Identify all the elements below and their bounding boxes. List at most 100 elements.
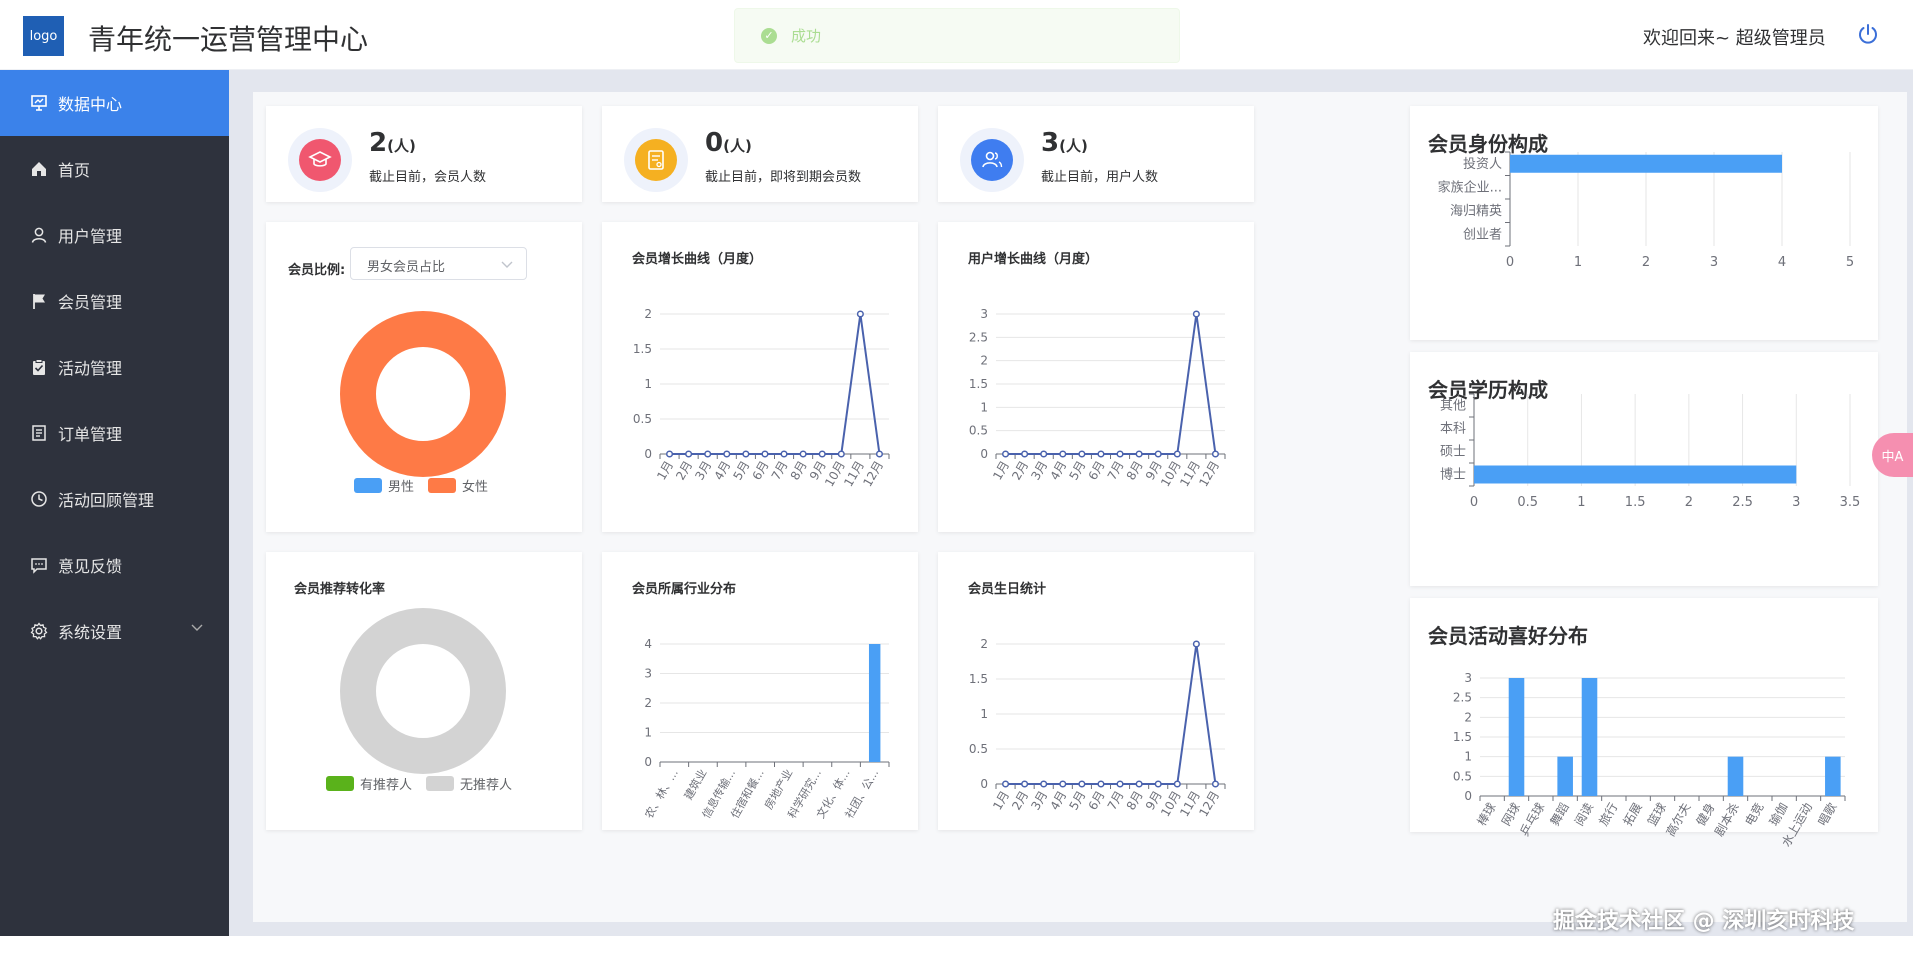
x-tick-label: 5月 (731, 459, 753, 483)
sidebar-item-users[interactable]: 用户管理 (0, 202, 229, 268)
translate-button[interactable]: 中A (1872, 433, 1913, 477)
x-tick-label: 8月 (788, 459, 810, 483)
stat-description: 截止目前，即将到期会员数 (705, 170, 862, 185)
x-tick-label: 1 (1577, 495, 1585, 510)
x-tick-label: 3月 (692, 459, 714, 483)
card-title: 会员生日统计 (968, 582, 1047, 597)
card-title: 会员活动喜好分布 (1428, 624, 1588, 648)
data-point (665, 450, 674, 458)
y-tick-label: 0.5 (633, 412, 652, 426)
chat-icon (31, 558, 47, 574)
sidebar: 数据中心 首页 用户管理 会员管理 活动管理 订单管理 活动回顾管理 意见反馈 … (0, 70, 229, 936)
identity-card: 会员身份构成 0 1 2 3 4 5 投资人 家族企业... 海归精英 创业者 (1410, 106, 1878, 340)
data-point (1211, 450, 1220, 458)
x-tick-label: 拓展 (1621, 801, 1645, 829)
x-tick-label: 3 (1710, 255, 1718, 270)
card-title: 会员所属行业分布 (632, 582, 737, 597)
x-tick-label: 建筑业 (681, 767, 710, 803)
referral-card: 会员推荐转化率 有推荐人 无推荐人 (266, 552, 582, 830)
y-tick-label: 0.5 (969, 424, 988, 438)
data-point (685, 450, 693, 458)
document-icon (32, 425, 46, 441)
sidebar-item-label: 用户管理 (58, 227, 123, 246)
bar (1727, 756, 1744, 796)
legend-label-no-referrer: 无推荐人 (460, 778, 513, 793)
data-point (1173, 450, 1181, 458)
sidebar-item-label: 订单管理 (58, 425, 123, 444)
y-tick-label: 3 (1464, 671, 1472, 685)
y-tick-label: 0 (980, 447, 988, 461)
data-point (799, 450, 807, 458)
sidebar-item-members[interactable]: 会员管理 (0, 268, 229, 334)
x-tick-label: 4月 (1047, 459, 1069, 483)
y-tick-label: 1 (644, 377, 652, 391)
sidebar-item-label: 首页 (58, 161, 91, 180)
y-tick-label: 2 (980, 637, 988, 651)
data-point (1059, 450, 1067, 458)
card-title: 用户增长曲线（月度） (968, 252, 1099, 267)
stat-value: 3(人) (1041, 128, 1088, 158)
stat-value: 0(人) (705, 128, 752, 158)
ratio-type-select[interactable]: 男女会员占比 (350, 247, 527, 280)
sidebar-item-home[interactable]: 首页 (0, 136, 229, 202)
x-tick-label: 2.5 (1732, 495, 1753, 510)
data-point (1192, 310, 1200, 318)
sidebar-item-label: 活动回顾管理 (58, 491, 155, 510)
x-tick-label: 7月 (769, 459, 791, 483)
y-tick-label: 投资人 (1463, 156, 1502, 172)
y-tick-label: 1 (980, 707, 988, 721)
sidebar-item-feedback[interactable]: 意见反馈 (0, 532, 229, 598)
x-tick-label: 4月 (711, 459, 733, 483)
y-tick-label: 本科 (1440, 422, 1466, 437)
card-title: 会员推荐转化率 (294, 582, 386, 597)
sidebar-item-activity-review[interactable]: 活动回顾管理 (0, 466, 229, 532)
select-value: 男女会员占比 (367, 260, 446, 275)
top-header: logo 青年统一运营管理中心 ✓ 成功 欢迎回来~ 超级管理员 (0, 0, 1913, 70)
sidebar-item-settings[interactable]: 系统设置 (0, 598, 229, 664)
referral-legend: 有推荐人 无推荐人 (326, 774, 512, 793)
referral-donut (340, 608, 506, 774)
data-point (1040, 450, 1048, 458)
data-point (1154, 780, 1162, 788)
legend-swatch-referrer (326, 776, 354, 791)
y-tick-label: 硕士 (1440, 445, 1466, 460)
bar (1508, 678, 1525, 796)
x-tick-label: 5 (1846, 255, 1854, 270)
data-point (856, 310, 864, 318)
flag-icon (33, 294, 45, 309)
y-tick-label: 2 (644, 307, 652, 321)
y-tick-label: 家族企业... (1438, 179, 1502, 195)
check-circle-icon: ✓ (761, 27, 777, 44)
stat-description: 截止目前，用户人数 (1041, 170, 1159, 185)
bar (1510, 154, 1782, 173)
x-tick-label: 6月 (1086, 789, 1108, 813)
graduation-cap-icon (299, 139, 341, 181)
y-tick-label: 3 (980, 307, 988, 321)
power-icon[interactable] (1857, 23, 1879, 45)
y-tick-label: 2 (644, 696, 652, 710)
data-point (1021, 450, 1029, 458)
member-ratio-legend: 男性 女性 (354, 476, 488, 495)
sidebar-item-data-center[interactable]: 数据中心 (0, 70, 229, 136)
x-tick-label: 7月 (1105, 789, 1127, 813)
sidebar-item-label: 意见反馈 (58, 557, 123, 576)
member-ratio-label: 会员比例: (288, 263, 346, 278)
data-point (1097, 780, 1105, 788)
y-tick-label: 0 (644, 755, 652, 769)
legend-swatch-female (428, 478, 457, 493)
bar (1474, 465, 1797, 484)
stat-value: 2(人) (369, 128, 416, 158)
x-tick-label: 12月 (1196, 789, 1222, 820)
donut-slice-no-referrer (340, 608, 506, 774)
sidebar-item-orders[interactable]: 订单管理 (0, 400, 229, 466)
y-tick-label: 1.5 (633, 342, 652, 356)
x-tick-label: 4 (1778, 255, 1786, 270)
sidebar-item-activities[interactable]: 活动管理 (0, 334, 229, 400)
y-tick-label: 1.5 (969, 672, 988, 686)
chevron-down-icon (191, 624, 203, 631)
data-point (723, 450, 731, 458)
